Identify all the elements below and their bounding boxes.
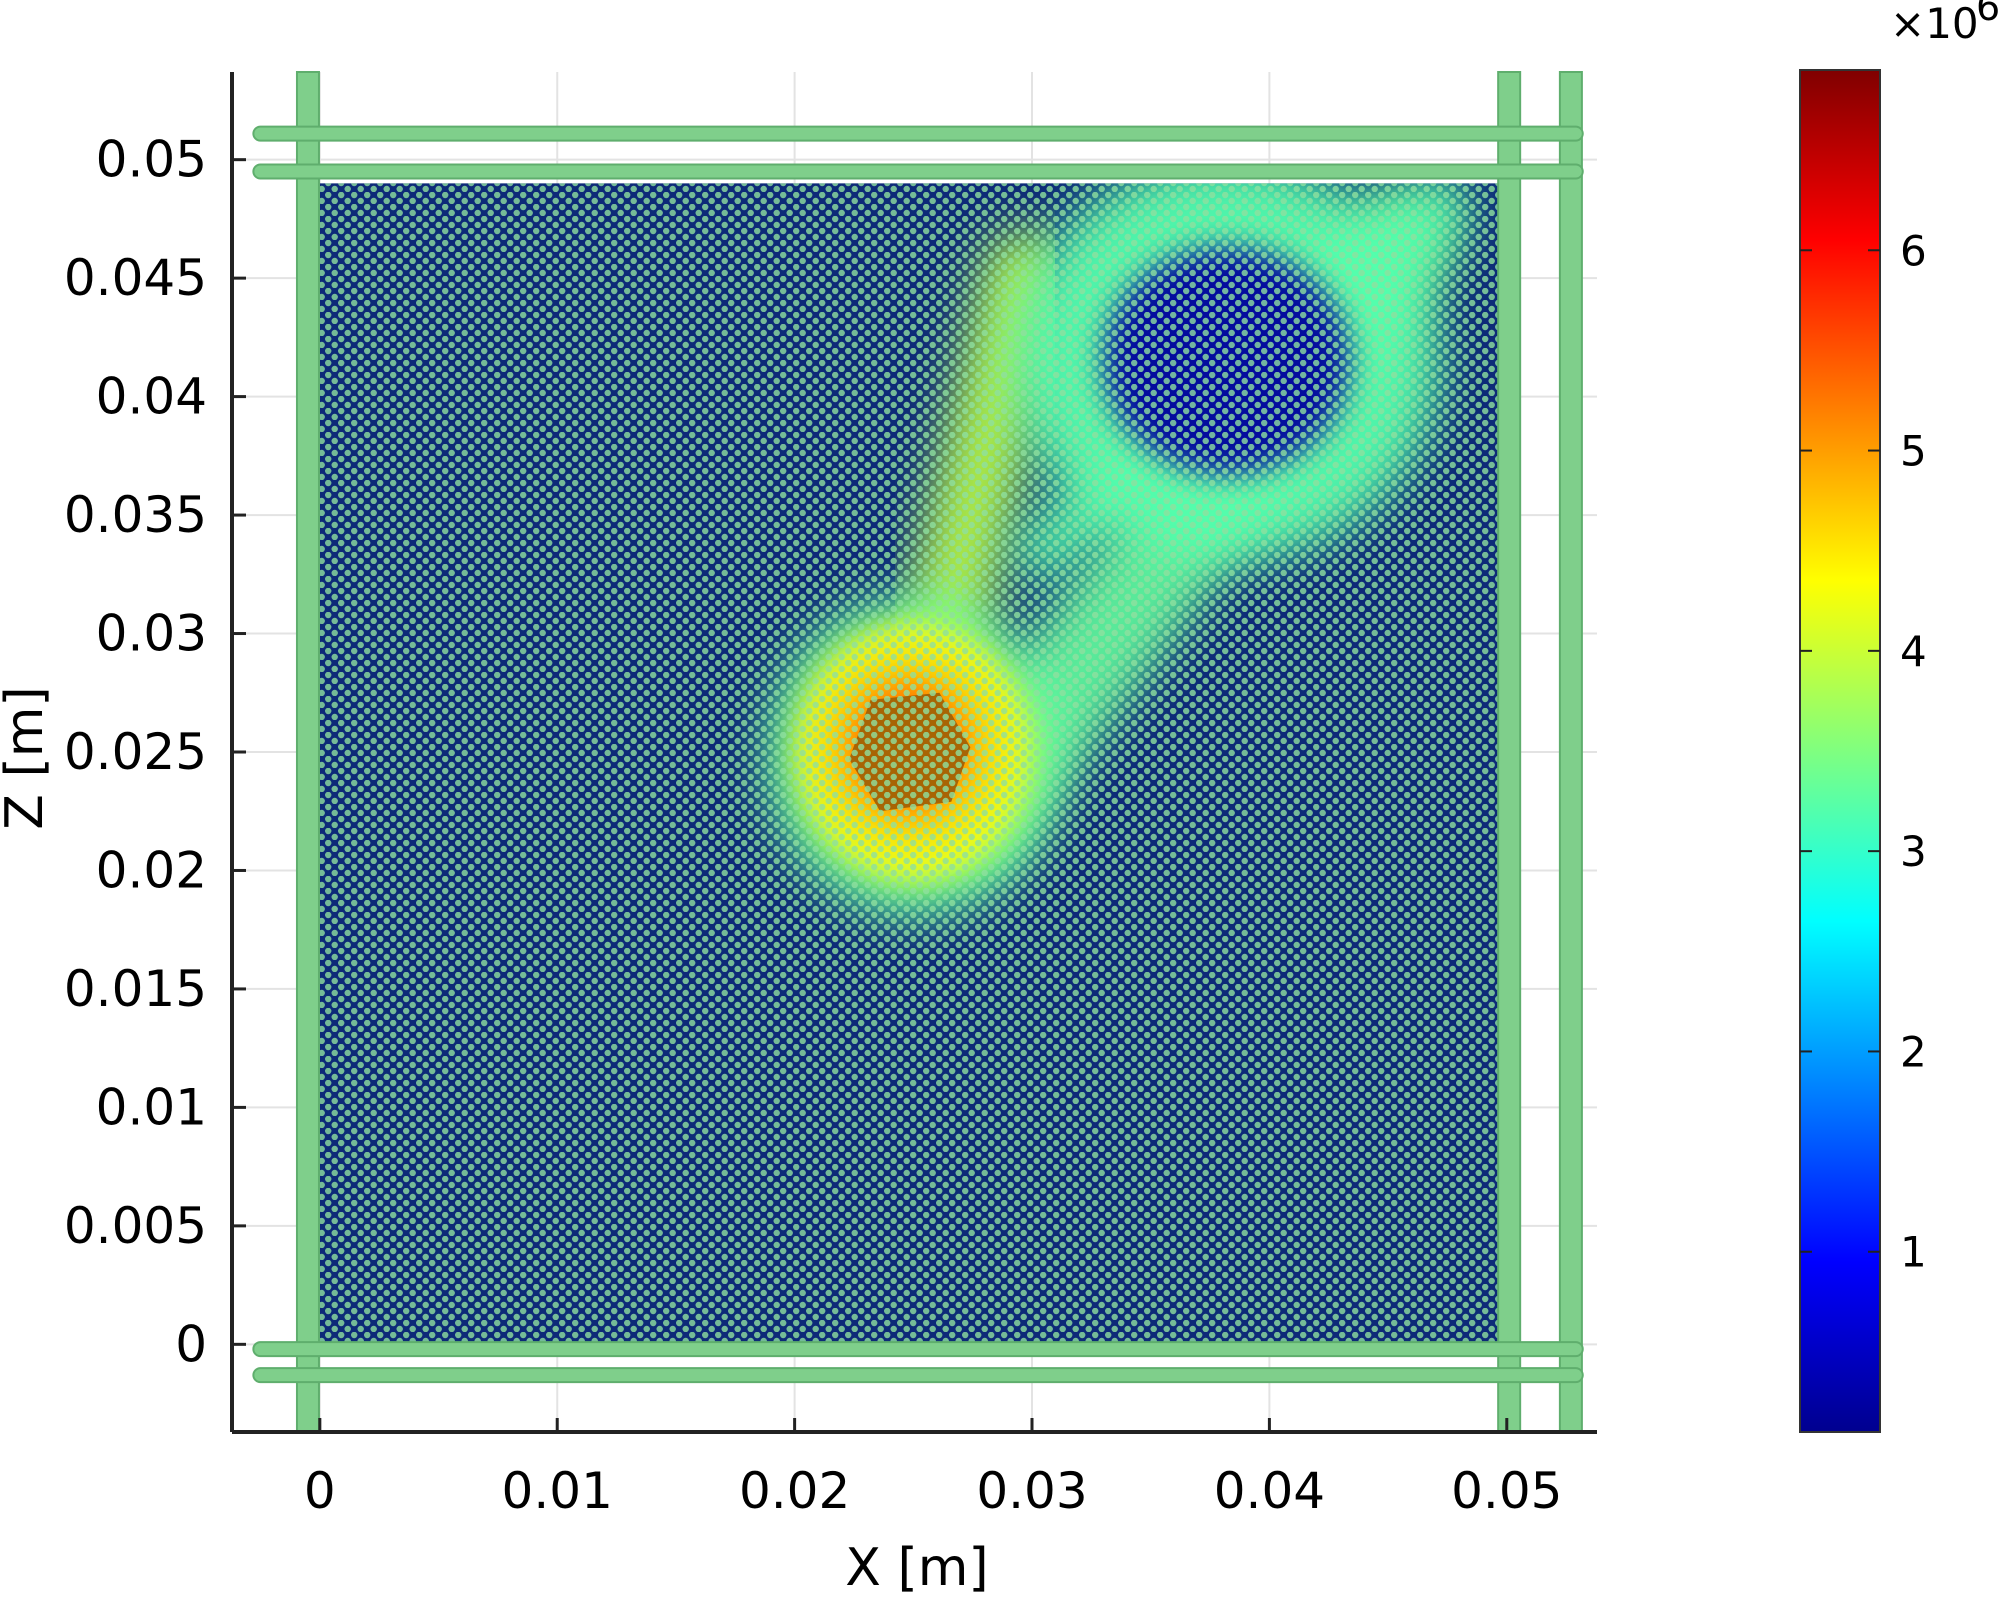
bottom-outer-wall [252,1367,1584,1384]
particle-overlay [319,183,1507,1345]
bottom-wall [252,1341,1584,1358]
x-axis-label: X [m] [845,1538,988,1598]
colorbar-tick-label-5: 6 [1900,226,1927,275]
y-tick-label-10: 0.05 [96,131,207,189]
y-tick-label-1: 0.005 [64,1197,207,1255]
colorbar-tick-label-2: 3 [1900,827,1927,876]
colorbar-tick-label-4: 5 [1900,427,1927,476]
x-axis-ticks: 0 0.01 0.02 0.03 0.04 0.05 [304,1418,1562,1520]
colorbar-tick-label-1: 2 [1900,1027,1927,1076]
y-tick-label-8: 0.04 [96,368,207,426]
colorbar-tick-label-3: 4 [1900,627,1927,676]
y-tick-label-5: 0.025 [64,723,207,781]
x-tick-label-4: 0.04 [1214,1462,1325,1520]
right-wall [1497,71,1522,1433]
y-tick-label-9: 0.045 [64,249,207,307]
left-wall [295,71,320,1433]
x-tick-label-5: 0.05 [1451,1462,1562,1520]
y-tick-label-2: 0.01 [96,1078,207,1136]
y-tick-label-3: 0.015 [64,960,207,1018]
y-tick-label-6: 0.03 [96,605,207,663]
top-wall [252,163,1584,180]
outer-right-wall [1558,71,1583,1433]
colorbar-multiplier: ×10 [1890,0,1979,48]
x-tick-label-1: 0.01 [502,1462,613,1520]
colorbar: 1 2 3 4 5 6 ×10 6 [1799,0,2000,1433]
x-tick-label-2: 0.02 [739,1462,850,1520]
colorbar-tick-label-0: 1 [1900,1228,1927,1277]
y-tick-label-7: 0.035 [64,486,207,544]
colorbar-ticks: 1 2 3 4 5 6 [1800,226,1927,1277]
y-axis-ticks: 0 0.005 0.01 0.015 0.02 0.025 0.03 0.035 0.04 0.0… [64,131,246,1373]
boundary-walls [252,71,1584,1433]
y-tick-label-0: 0 [175,1315,207,1373]
y-axis-label: Z [m] [0,686,55,829]
y-tick-label-4: 0.02 [96,841,207,899]
stress-field [319,183,1507,1345]
top-outer-wall [252,125,1584,142]
x-tick-label-3: 0.03 [976,1462,1087,1520]
x-tick-label-0: 0 [304,1462,336,1520]
colorbar-gradient [1799,69,1881,1433]
colorbar-exponent: 6 [1976,0,2000,29]
